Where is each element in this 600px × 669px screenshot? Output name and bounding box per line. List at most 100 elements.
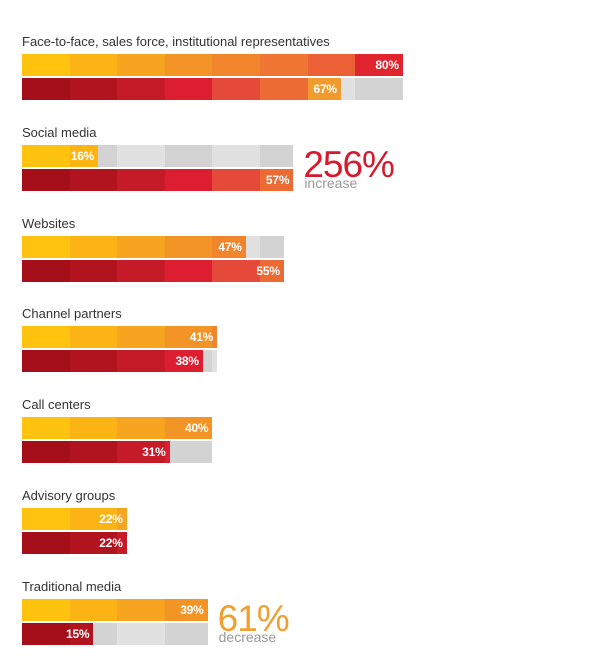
bar-track [212, 144, 260, 167]
bar-segment [22, 235, 70, 258]
bar-segment [69, 622, 94, 645]
data-label: 41% [189, 330, 214, 345]
bar-segment [117, 508, 127, 530]
bar-segment [260, 78, 308, 100]
bar-segment [22, 532, 70, 554]
data-label: 39% [180, 602, 204, 617]
callout-text: increase [304, 174, 358, 191]
bar-track [212, 350, 218, 373]
bar-segment [164, 350, 203, 373]
bar-segment [69, 532, 118, 554]
data-label: 15% [65, 626, 90, 641]
bar-segment [212, 78, 260, 100]
bar-segment [307, 78, 341, 100]
bar-segment [164, 417, 213, 440]
data-label: 31% [142, 445, 166, 460]
category-label-traditional-media: Traditional media [22, 578, 122, 594]
bar-segment [22, 326, 70, 349]
bar-segment [117, 54, 165, 76]
bar-segment [117, 78, 165, 100]
bar-segment [69, 144, 99, 167]
bar-segment [117, 441, 165, 464]
bar-segment [22, 350, 70, 373]
bar-segment [212, 168, 260, 191]
category-label-face-to-face-sales-force-institutional-representatives: Face-to-face, sales force, institutional… [22, 34, 330, 49]
bar-track [260, 144, 294, 167]
data-label: 67% [313, 82, 337, 96]
bar-segment [212, 54, 260, 76]
bar-segment [69, 54, 118, 76]
bar-segment [260, 54, 308, 76]
category-label-call-centers: Call centers [22, 397, 91, 413]
bar-segment [164, 259, 213, 282]
data-label: 22% [99, 536, 123, 550]
bar-segment [117, 168, 165, 191]
bar-segment [22, 417, 70, 440]
bar-segment [212, 235, 246, 258]
bar-track [340, 78, 356, 100]
bar-track [260, 235, 284, 258]
bar-track [93, 622, 118, 645]
bar-segment [164, 54, 213, 76]
bar-track [98, 144, 118, 167]
bar-segment [212, 259, 260, 282]
callout-text: decrease [218, 628, 277, 645]
bar-segment [69, 350, 118, 373]
bar-segment [22, 441, 70, 464]
bar-segment [22, 144, 70, 167]
bar-segment [164, 235, 213, 258]
data-label: 38% [175, 354, 199, 369]
bar-segment [69, 168, 118, 191]
data-label: 22% [99, 512, 123, 526]
bar-track [164, 622, 208, 645]
category-label-social-media: Social media [22, 124, 97, 140]
bar-segment [22, 54, 70, 76]
bar-segment [69, 598, 118, 621]
bar-segment [307, 54, 356, 76]
callout-value: 256% [303, 143, 395, 185]
bar-track [202, 350, 213, 373]
bar-segment [117, 350, 165, 373]
bar-track [355, 78, 403, 100]
bar-segment [260, 168, 294, 191]
data-label: 16% [70, 148, 95, 163]
bar-track [169, 441, 213, 464]
category-label-websites: Websites [22, 215, 76, 231]
bar-segment [69, 441, 118, 464]
bar-track [245, 235, 260, 258]
bar-segment [22, 622, 70, 645]
bar-segment [117, 598, 165, 621]
bar-segment [22, 508, 70, 530]
data-label: 40% [184, 421, 209, 436]
bar-segment [69, 417, 118, 440]
bar-track [164, 144, 213, 167]
bar-segment [22, 78, 70, 100]
category-label-channel-partners: Channel partners [22, 306, 122, 322]
bar-segment [164, 326, 213, 349]
bar-segment [22, 598, 70, 621]
bar-segment [164, 168, 213, 191]
bar-segment [69, 259, 118, 282]
bar-segment [164, 441, 170, 464]
bar-track [117, 144, 165, 167]
bar-segment [69, 78, 118, 100]
data-label: 57% [265, 172, 290, 187]
bar-segment [355, 54, 403, 76]
category-label-advisory-groups: Advisory groups [22, 488, 116, 503]
bar-segment [117, 326, 165, 349]
bar-segment [117, 235, 165, 258]
bar-segment [22, 259, 70, 282]
bar-segment [69, 235, 118, 258]
data-label: 55% [256, 263, 280, 278]
bar-segment [260, 259, 284, 282]
data-label: 47% [218, 239, 242, 254]
bar-segment [212, 326, 218, 349]
bar-segment [117, 259, 165, 282]
bar-segment [22, 168, 70, 191]
bar-segment [69, 326, 118, 349]
bar-track [117, 622, 165, 645]
bar-segment [117, 417, 165, 440]
bar-segment [69, 508, 118, 530]
data-label: 80% [375, 58, 399, 72]
